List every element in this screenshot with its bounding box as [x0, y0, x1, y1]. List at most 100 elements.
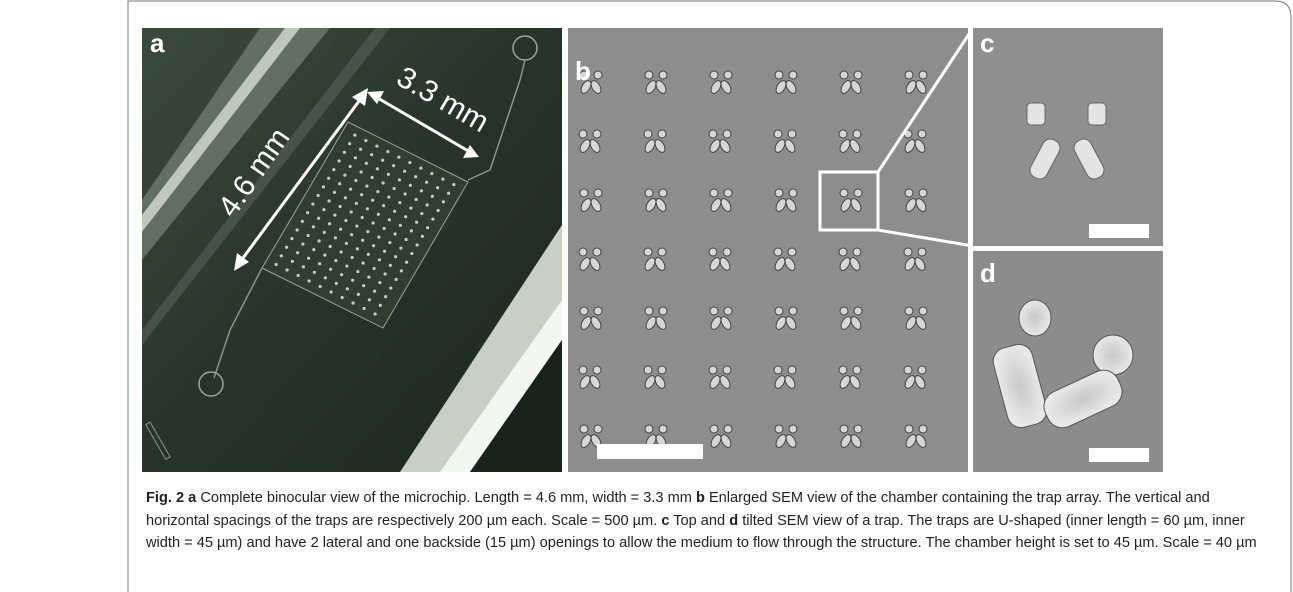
trap-part — [918, 424, 928, 434]
trap-dot — [371, 221, 375, 225]
trap-dot — [317, 216, 321, 220]
trap-dot — [364, 161, 368, 165]
trap-part — [853, 424, 863, 434]
trap-dot — [394, 277, 398, 282]
trap-part — [917, 129, 927, 139]
trap-dot — [360, 193, 364, 197]
trap-dot — [328, 222, 332, 226]
trap-dot — [377, 258, 381, 262]
trap-part — [1029, 138, 1061, 180]
zoom-line — [876, 27, 975, 173]
trap-part — [788, 188, 798, 198]
trap-dot — [342, 150, 346, 154]
trap-part — [774, 139, 786, 153]
trap-dot — [415, 220, 419, 224]
trap-dot — [392, 186, 396, 191]
trap-part — [775, 316, 787, 330]
trap-dot — [306, 211, 310, 215]
trap-dot — [408, 183, 412, 187]
trap-part — [838, 365, 848, 375]
trap-part — [644, 306, 654, 316]
trap-dot — [398, 223, 402, 227]
trap-part — [578, 129, 588, 139]
frame — [127, 0, 1292, 592]
trap-dot — [425, 203, 429, 207]
trap-dot — [295, 228, 299, 232]
panel-label: b — [575, 56, 591, 86]
trap-dot — [373, 312, 377, 316]
trap-dot — [333, 213, 337, 217]
trap-part — [850, 198, 862, 212]
trap-dot — [410, 251, 414, 256]
trap-dot — [364, 138, 368, 143]
trap-part — [905, 198, 917, 212]
trap-part — [904, 70, 914, 80]
trap-dot — [322, 230, 326, 234]
trap-part — [723, 424, 733, 434]
trap-part — [785, 80, 797, 94]
trap-part — [1087, 102, 1107, 126]
trap-part — [709, 375, 721, 389]
trap-part — [720, 434, 732, 448]
trap-part — [658, 70, 668, 80]
trap-part — [1043, 369, 1123, 429]
trap-part — [654, 257, 666, 271]
trap-dot — [367, 298, 371, 302]
trap-dot — [399, 269, 403, 273]
trap-part — [644, 139, 656, 153]
trap-dot — [377, 235, 381, 239]
trap-part — [643, 129, 653, 139]
trap-dot — [436, 208, 440, 213]
trap — [774, 188, 798, 212]
trap — [644, 70, 668, 94]
trap-part — [774, 424, 784, 434]
trap-part — [849, 139, 861, 153]
trap — [903, 129, 927, 153]
trap-dot — [339, 227, 343, 231]
trap-part — [592, 365, 602, 375]
trap-dot — [361, 238, 365, 242]
trap — [839, 188, 863, 212]
trap-dot — [274, 262, 278, 267]
trap-part — [905, 434, 917, 448]
trap-dot — [372, 244, 376, 248]
trap — [839, 306, 863, 330]
trap-dot — [356, 269, 360, 274]
trap-part — [709, 424, 719, 434]
trap-dot — [409, 229, 413, 233]
trap-dot — [350, 255, 354, 260]
trap-dot — [333, 236, 337, 240]
trap-dot — [452, 182, 456, 187]
trap — [904, 70, 928, 94]
trap-part — [655, 80, 667, 94]
trap-part — [788, 70, 798, 80]
trap — [578, 247, 602, 271]
panel-ref: b — [695, 490, 705, 506]
trap-dot — [339, 250, 343, 254]
trap-dot — [307, 256, 311, 260]
trap-part — [590, 80, 602, 94]
trap-part — [839, 139, 851, 153]
trap-dot — [394, 255, 398, 259]
trap-dot — [373, 289, 377, 293]
trap-dot — [441, 177, 445, 181]
trap-dot — [378, 303, 382, 307]
trap-part — [904, 424, 914, 434]
trap-dot — [290, 236, 294, 241]
trap-part — [839, 375, 851, 389]
trap-part — [593, 70, 603, 80]
trap-dot — [316, 193, 320, 198]
trap-part — [644, 188, 654, 198]
trap-dot — [372, 266, 376, 271]
trap — [644, 188, 668, 212]
trap-part — [719, 375, 731, 389]
trap-dot — [355, 247, 359, 251]
trap-part — [710, 434, 722, 448]
trap-part — [839, 70, 849, 80]
trap-part — [838, 247, 848, 257]
trap — [644, 306, 668, 330]
trap-part — [708, 365, 718, 375]
trap — [579, 306, 603, 330]
trap-part — [784, 139, 796, 153]
